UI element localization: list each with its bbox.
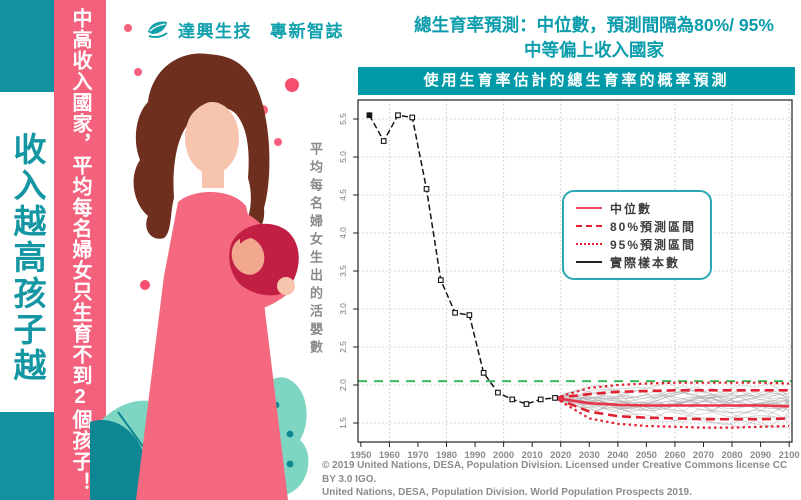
svg-text:5.5: 5.5 (338, 113, 348, 125)
chart-legend: 中位數 80%預測區間 95%預測區間 實際樣本數 (562, 190, 713, 280)
pink-banner: 中高收入國家，平均每名婦女只生育不到2個孩子！ (54, 0, 106, 500)
left-teal-block-bottom (0, 412, 54, 500)
svg-text:2080: 2080 (721, 450, 742, 461)
mother-baby-illustration (90, 53, 309, 500)
legend-label-median: 中位數 (610, 201, 653, 216)
svg-text:2040: 2040 (607, 450, 628, 461)
svg-text:2070: 2070 (693, 450, 714, 461)
svg-text:2.0: 2.0 (338, 379, 348, 391)
svg-text:2030: 2030 (579, 450, 600, 461)
svg-text:2020: 2020 (550, 450, 571, 461)
brand-logo: 達興生技 專新智誌 (146, 17, 344, 42)
svg-text:2010: 2010 (522, 450, 543, 461)
legend-line-observed (576, 261, 602, 263)
svg-text:3.0: 3.0 (338, 303, 348, 315)
mother-hair-front (183, 73, 251, 128)
legend-item-median: 中位數 (576, 199, 696, 217)
mother-hand (277, 277, 295, 295)
brand-tagline: 專新智誌 (270, 22, 344, 41)
decor-dot (124, 24, 132, 32)
legend-label-95: 95%預測區間 (610, 237, 697, 252)
svg-text:2090: 2090 (750, 450, 771, 461)
pink-banner-text: 中高收入國家，平均每名婦女只生育不到2個孩子！ (69, 8, 91, 493)
legend-item-observed: 實際樣本數 (576, 253, 696, 271)
svg-text:1.5: 1.5 (338, 417, 348, 429)
svg-text:1990: 1990 (464, 450, 485, 461)
svg-text:1970: 1970 (407, 450, 428, 461)
copyright-line2: United Nations, DESA, Population Divisio… (322, 487, 692, 498)
copyright-line1: © 2019 United Nations, DESA, Population … (322, 460, 788, 485)
leaf-swirl-icon (148, 20, 168, 38)
legend-item-95: 95%預測區間 (576, 235, 696, 253)
legend-item-80: 80%預測區間 (576, 217, 696, 235)
chart-section: 使用生育率估計的總生育率的概率預測 1950 1960 1970 1980 1990 20… (336, 67, 801, 467)
brand-name: 達興生技 (178, 22, 252, 41)
decor-dot (285, 78, 299, 92)
svg-text:2.5: 2.5 (338, 341, 348, 353)
svg-text:2000: 2000 (493, 450, 514, 461)
left-headline: 收入越高孩子越少！ (9, 132, 46, 384)
svg-text:2100: 2100 (779, 450, 800, 461)
mother-face (185, 102, 239, 174)
legend-line-95 (576, 243, 602, 245)
svg-text:3.5: 3.5 (338, 265, 348, 277)
chart-header: 使用生育率估計的總生育率的概率預測 (358, 67, 795, 95)
svg-text:2060: 2060 (664, 450, 685, 461)
svg-text:5.0: 5.0 (338, 151, 348, 163)
svg-text:1960: 1960 (379, 450, 400, 461)
decor-dot (274, 138, 282, 146)
left-teal-block-top (0, 0, 54, 92)
page-title: 總生育率預測：中位數，預測間隔為80%/ 95% 中等偏上收入國家 (388, 13, 800, 64)
decor-dot (134, 68, 142, 76)
svg-text:1950: 1950 (350, 450, 371, 461)
decor-dot (140, 280, 150, 290)
svg-text:4.0: 4.0 (338, 227, 348, 239)
svg-text:4.5: 4.5 (338, 189, 348, 201)
y-axis-title: 平均每名婦女生出的活嬰數 (308, 142, 323, 358)
copyright-note: © 2019 United Nations, DESA, Population … (322, 459, 798, 500)
legend-line-80 (576, 225, 602, 227)
legend-label-80: 80%預測區間 (610, 219, 697, 234)
legend-label-observed: 實際樣本數 (610, 255, 681, 270)
page-title-line2: 中等偏上收入國家 (524, 40, 664, 61)
page-title-line1: 總生育率預測：中位數，預測間隔為80%/ 95% (414, 15, 774, 35)
svg-text:1980: 1980 (436, 450, 457, 461)
legend-line-median (576, 207, 602, 209)
baby (229, 223, 299, 296)
svg-text:2050: 2050 (636, 450, 657, 461)
